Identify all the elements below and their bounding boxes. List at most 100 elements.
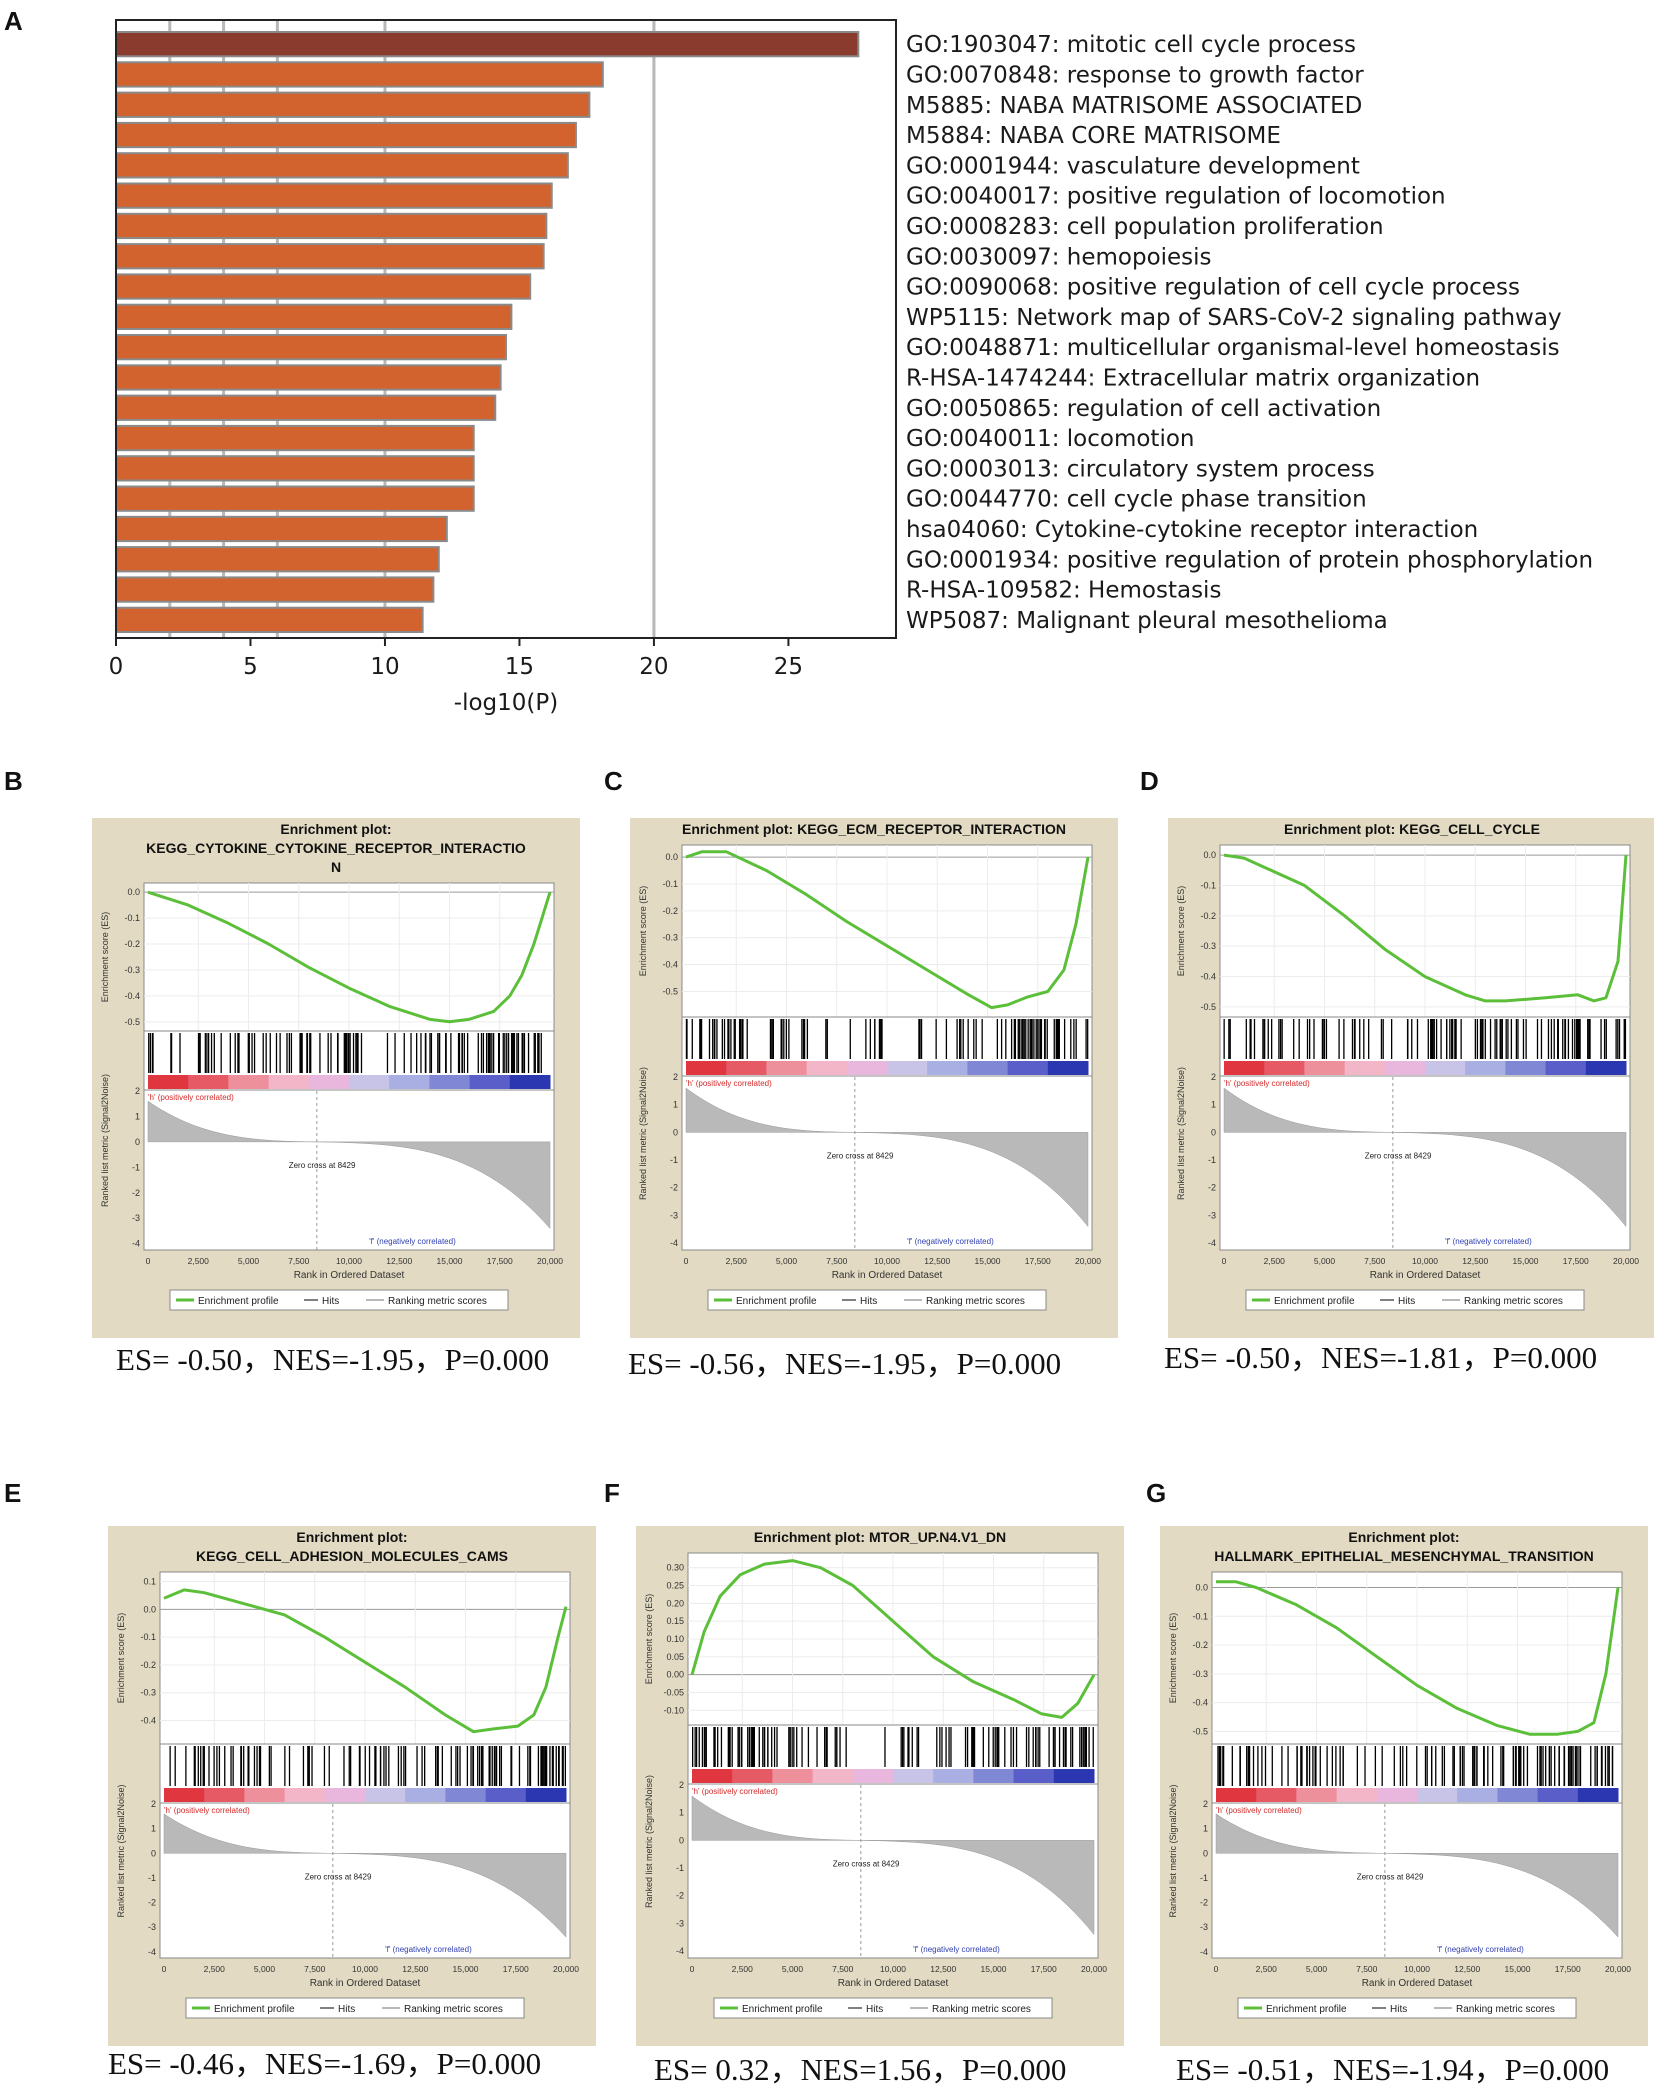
enrichment-profile-line xyxy=(1223,853,1628,1003)
rank-tick-label: 20,000 xyxy=(1075,1256,1101,1266)
legend-metric-label: Ranking metric scores xyxy=(1464,1296,1563,1307)
rank-tick-label: 12,500 xyxy=(386,1256,412,1266)
es-tick-label: 0.20 xyxy=(666,1598,684,1608)
es-tick-label: -0.3 xyxy=(140,1688,156,1698)
legend-box xyxy=(1245,1289,1585,1311)
metric-tick-label: -3 xyxy=(676,1918,684,1928)
rank-tick-label: 17,500 xyxy=(487,1256,513,1266)
rank-color-segment xyxy=(1505,1061,1547,1075)
zero-cross-label: Zero cross at 8429 xyxy=(827,1151,894,1160)
positive-label: 'h' (positively correlated) xyxy=(148,1093,234,1102)
stats-c: ES= -0.56，NES=-1.95，P=0.000 xyxy=(628,1346,1062,1381)
ranking-metric-area xyxy=(147,1100,551,1230)
category-label: WP5087: Malignant pleural mesothelioma xyxy=(906,608,1388,634)
ranking-metric-area xyxy=(685,1087,1089,1228)
gsea-plot-f: Enrichment plot: MTOR_UP.N4.V1_DN 0.30 0.2… xyxy=(636,1526,1124,2046)
metric-axis-label: Ranked list metric (Signal2Noise) xyxy=(638,1067,648,1200)
rank-tick-label: 2,500 xyxy=(1256,1964,1278,1974)
bar xyxy=(115,515,448,543)
bar xyxy=(115,364,502,391)
bar xyxy=(115,394,497,421)
rank-color-segment xyxy=(1465,1061,1506,1075)
rank-tick-label: 12,500 xyxy=(402,1964,428,1974)
rank-color-segment xyxy=(1047,1061,1089,1075)
metric-tick-label: 0 xyxy=(151,1848,156,1858)
metric-tick-label: -3 xyxy=(670,1210,678,1220)
rank-color-segment xyxy=(967,1061,1009,1075)
plot-title: Enrichment plot: xyxy=(1348,1529,1459,1545)
rank-color-segment xyxy=(1224,1061,1265,1075)
ranking-metric-area xyxy=(691,1795,1095,1936)
rank-color-segment xyxy=(405,1788,446,1802)
gsea-plot-b: Enrichment plot: KEGG_CYTOKINE_CYTOKINE_R… xyxy=(92,818,580,1338)
rank-tick-label: 20,000 xyxy=(1605,1964,1631,1974)
rank-color-segment xyxy=(1264,1061,1305,1075)
rank-tick-label: 17,500 xyxy=(503,1964,529,1974)
es-tick-label: -0.1 xyxy=(1192,1611,1208,1621)
legend-enrichment-label: Enrichment profile xyxy=(1274,1296,1355,1307)
bar xyxy=(115,61,604,88)
rank-tick-label: 5,000 xyxy=(254,1964,276,1974)
ranking-metric-area xyxy=(1223,1087,1627,1228)
metric-tick-label: 0 xyxy=(1203,1848,1208,1858)
stats-b: ES= -0.50，NES=-1.95，P=0.000 xyxy=(116,1342,550,1377)
enrichment-profile-line xyxy=(685,850,1090,1010)
metric-tick-label: -4 xyxy=(670,1238,678,1248)
rank-tick-label: 10,000 xyxy=(874,1256,900,1266)
rank-color-segment xyxy=(1417,1788,1458,1802)
plot-title: HALLMARK_EPITHELIAL_MESENCHYMAL_TRANSITI… xyxy=(1214,1548,1594,1564)
metric-tick-label: -3 xyxy=(1208,1210,1216,1220)
rank-color-segment xyxy=(188,1075,229,1089)
rank-color-segment xyxy=(445,1788,487,1802)
rank-color-segment xyxy=(726,1061,767,1075)
plot-title: Enrichment plot: xyxy=(296,1529,407,1545)
rank-tick-label: 20,000 xyxy=(1081,1964,1107,1974)
metric-tick-label: -1 xyxy=(670,1155,678,1165)
legend-enrichment-label: Enrichment profile xyxy=(742,2004,823,2015)
rank-tick-label: 17,500 xyxy=(1031,1964,1057,1974)
negative-label: 'f' (negatively correlated) xyxy=(913,1945,1000,1954)
legend-box xyxy=(1237,1997,1577,2019)
es-tick-label: 0.1 xyxy=(143,1577,156,1587)
metric-tick-label: -4 xyxy=(1208,1238,1216,1248)
rank-color-segment xyxy=(349,1075,390,1089)
es-tick-label: 0.0 xyxy=(665,852,678,862)
rank-color-segment xyxy=(1013,1769,1055,1783)
es-tick-label: -0.2 xyxy=(1192,1640,1208,1650)
es-tick-label: 0.15 xyxy=(666,1616,684,1626)
rank-tick-label: 2,500 xyxy=(188,1256,210,1266)
category-label: GO:0040011: locomotion xyxy=(906,426,1194,452)
es-tick-label: -0.4 xyxy=(140,1716,156,1726)
metric-tick-label: -2 xyxy=(132,1188,140,1198)
es-tick-label: -0.5 xyxy=(662,986,678,996)
rank-color-segment xyxy=(509,1075,551,1089)
x-tick-label: 25 xyxy=(774,654,803,680)
rank-color-segment xyxy=(1336,1788,1378,1802)
rank-tick-label: 7,500 xyxy=(832,1964,854,1974)
panel-letter-a: A xyxy=(4,6,23,36)
legend-box xyxy=(713,1997,1053,2019)
rank-tick-label: 7,500 xyxy=(304,1964,326,1974)
es-axis-label: Enrichment score (ES) xyxy=(644,1594,654,1685)
legend-hits-label: Hits xyxy=(866,2004,883,2015)
zero-cross-label: Zero cross at 8429 xyxy=(1365,1151,1432,1160)
rank-tick-label: 5,000 xyxy=(238,1256,260,1266)
legend-metric-label: Ranking metric scores xyxy=(926,1296,1025,1307)
metric-axis-label: Ranked list metric (Signal2Noise) xyxy=(644,1775,654,1908)
rank-color-segment xyxy=(772,1769,814,1783)
es-tick-label: 0.0 xyxy=(1195,1583,1208,1593)
plot-title: Enrichment plot: KEGG_ECM_RECEPTOR_INTER… xyxy=(682,821,1066,837)
bar xyxy=(115,455,475,482)
rank-color-segment xyxy=(887,1061,928,1075)
legend-metric-label: Ranking metric scores xyxy=(1456,2004,1555,2015)
negative-label: 'f' (negatively correlated) xyxy=(1445,1237,1532,1246)
metric-tick-label: 2 xyxy=(1211,1072,1216,1082)
positive-label: 'h' (positively correlated) xyxy=(686,1079,772,1088)
category-label: WP5115: Network map of SARS-CoV-2 signal… xyxy=(906,305,1562,331)
metric-tick-label: 2 xyxy=(679,1780,684,1790)
legend-hits-label: Hits xyxy=(1398,1296,1415,1307)
rank-tick-label: 10,000 xyxy=(1412,1256,1438,1266)
rank-tick-label: 2,500 xyxy=(1264,1256,1286,1266)
category-label: R-HSA-109582: Hemostasis xyxy=(906,578,1221,604)
rank-tick-label: 7,500 xyxy=(826,1256,848,1266)
